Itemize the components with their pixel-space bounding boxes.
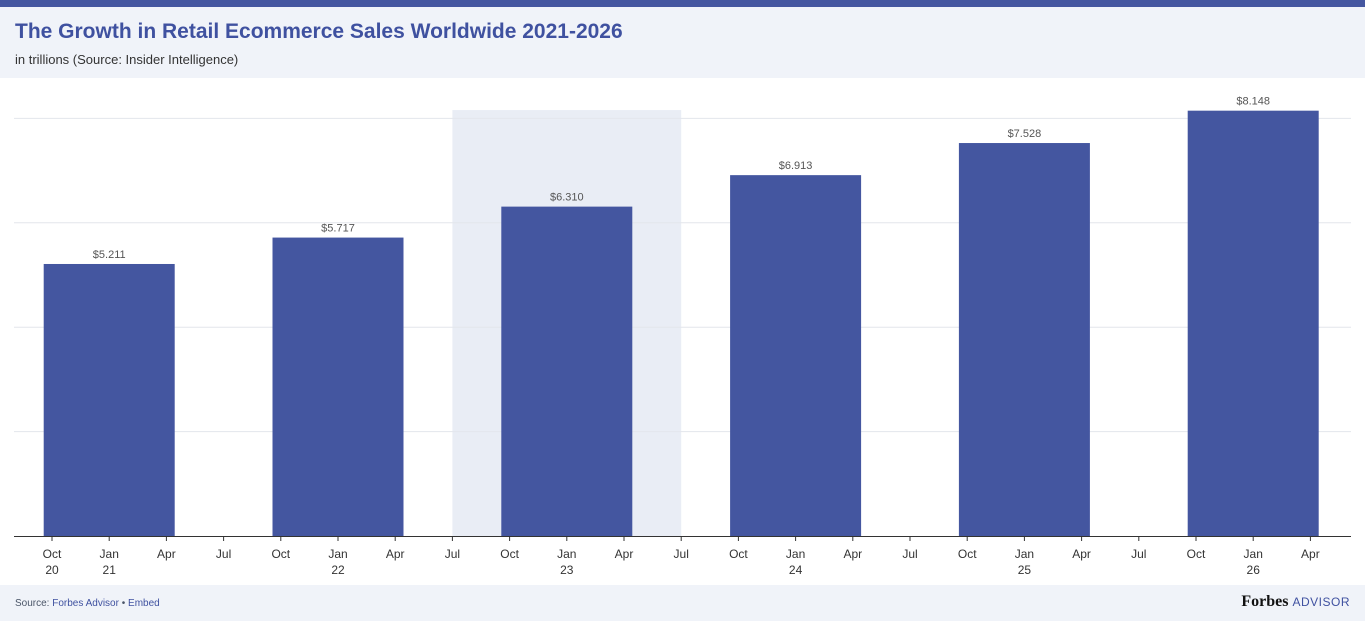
x-tick-label-month: Oct [500,547,519,561]
chart-title: The Growth in Retail Ecommerce Sales Wor… [15,20,623,43]
data-label-2021: $5.211 [93,249,126,261]
source-prefix: Source: [15,598,50,609]
brand-sub: ADVISOR [1292,595,1350,609]
x-tick-label-year: 20 [45,563,59,577]
x-tick-label-year: 23 [560,563,574,577]
bar-2025 [958,143,1090,536]
x-tick-label-month: Apr [386,547,405,561]
x-tick-label-month: Oct [271,547,290,561]
x-tick-label-year: 25 [1018,563,1032,577]
data-label-2026: $8.148 [1236,96,1270,108]
x-tick-label-month: Jan [1015,547,1034,561]
x-tick-label-month: Apr [615,547,634,561]
x-tick-label-month: Apr [843,547,862,561]
x-tick-label-month: Apr [1072,547,1091,561]
top-accent-bar [0,0,1365,7]
chart-footer: Source: Forbes Advisor • Embed Forbes ADV… [0,585,1365,621]
x-tick-label-year: 24 [789,563,803,577]
x-tick-label-year: 22 [331,563,345,577]
x-tick-label-month: Oct [729,547,748,561]
x-tick-label-month: Jul [445,547,460,561]
x-tick-label-month: Jul [1131,547,1146,561]
data-label-2022: $5.717 [321,223,355,235]
x-tick-label-month: Jan [100,547,119,561]
source-line: Source: Forbes Advisor • Embed [15,598,160,609]
bar-2024 [730,175,862,536]
bar-chart: $5.211 $5.717 $6.310 $6.913 $7.528 $8.148 Oct 2… [14,96,1351,577]
x-tick-label-year: 26 [1247,563,1261,577]
bar-2026 [1187,110,1319,536]
bar-2022 [272,237,404,536]
brand-main: Forbes [1241,593,1289,610]
chart-header: The Growth in Retail Ecommerce Sales Wor… [0,7,1365,78]
x-tick-label-month: Jan [1244,547,1263,561]
chart-subtitle: in trillions (Source: Insider Intelligen… [15,52,239,67]
x-tick-label-month: Jan [786,547,805,561]
x-tick-label-month: Jan [328,547,347,561]
x-tick-label-month: Jul [216,547,231,561]
x-tick-label-month: Apr [157,547,176,561]
x-tick-label-month: Oct [958,547,977,561]
x-tick-label-month: Apr [1301,547,1320,561]
forbes-advisor-logo: Forbes ADVISOR [1241,593,1350,611]
data-label-2024: $6.913 [779,160,813,172]
bar-2023 [501,206,633,537]
x-tick-label-year: 21 [103,563,117,577]
embed-link[interactable]: Embed [128,598,160,609]
data-label-2025: $7.528 [1008,128,1042,140]
x-tick-label-month: Jul [674,547,689,561]
plot-area: $5.211 $5.717 $6.310 $6.913 $7.528 $8.148 Oct 2… [0,78,1365,585]
x-tick-label-month: Jul [902,547,917,561]
source-separator: • [121,598,126,609]
bar-2021 [43,263,175,536]
x-tick-label-month: Oct [43,547,62,561]
x-tick-label-month: Oct [1187,547,1206,561]
x-tick-label-month: Jan [557,547,576,561]
data-label-2023: $6.310 [550,192,584,204]
source-link[interactable]: Forbes Advisor [52,598,119,609]
